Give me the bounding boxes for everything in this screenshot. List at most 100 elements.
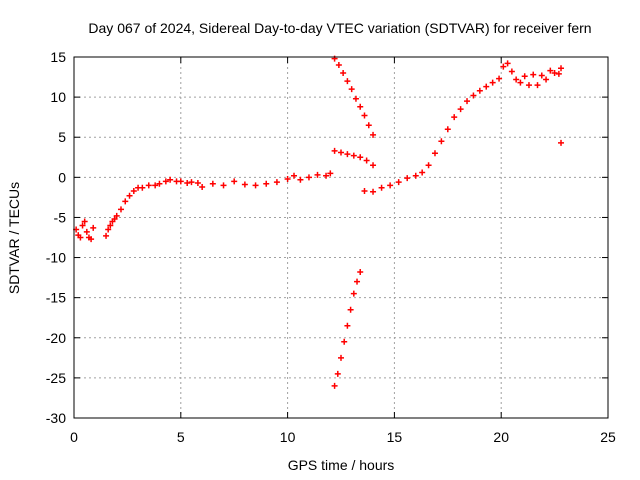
data-point — [273, 179, 280, 186]
data-series — [331, 268, 364, 389]
data-point — [111, 216, 118, 223]
y-tick-label: -10 — [46, 250, 66, 266]
data-point — [431, 150, 438, 157]
data-point — [404, 175, 411, 182]
data-point — [341, 338, 348, 345]
data-point — [241, 181, 248, 188]
data-point — [88, 236, 95, 243]
data-point — [525, 82, 532, 89]
chart-title: Day 067 of 2024, Sidereal Day-to-day VTE… — [88, 20, 591, 36]
data-point — [209, 180, 216, 187]
data-point — [177, 178, 184, 185]
data-point — [113, 212, 120, 219]
x-tick-label: 15 — [387, 429, 403, 445]
data-point — [508, 68, 515, 75]
data-point — [79, 222, 86, 229]
data-point — [470, 92, 477, 99]
data-point — [126, 192, 133, 199]
data-point — [122, 198, 129, 205]
x-tick-label: 10 — [280, 429, 296, 445]
data-point — [263, 180, 270, 187]
data-point — [357, 154, 364, 161]
data-point — [103, 232, 110, 239]
data-point — [252, 182, 259, 189]
data-point — [344, 151, 351, 158]
y-tick-label: -30 — [46, 410, 66, 426]
data-point — [363, 157, 370, 164]
data-point — [496, 75, 503, 82]
data-point — [412, 172, 419, 179]
y-tick-label: 5 — [58, 129, 66, 145]
data-point — [489, 79, 496, 86]
data-point — [530, 71, 537, 78]
data-point — [350, 152, 357, 159]
data-point — [152, 182, 159, 189]
data-point — [361, 187, 368, 194]
data-point — [504, 60, 511, 67]
data-point — [547, 67, 554, 74]
data-point — [139, 184, 146, 191]
data-point — [81, 218, 88, 225]
data-marks — [73, 55, 565, 389]
data-point — [534, 82, 541, 89]
data-point — [555, 70, 562, 77]
data-point — [167, 176, 174, 183]
data-point — [370, 162, 377, 169]
data-point — [331, 382, 338, 389]
data-point — [338, 149, 344, 156]
data-point — [538, 72, 545, 79]
data-point — [378, 184, 385, 191]
data-point — [77, 234, 84, 241]
plot-frame — [73, 56, 609, 419]
data-point — [162, 178, 169, 185]
data-point — [90, 224, 97, 231]
data-point — [457, 106, 464, 113]
data-series — [331, 55, 377, 138]
data-point — [558, 65, 565, 72]
data-point — [500, 63, 507, 70]
grid — [74, 57, 608, 418]
data-point — [357, 103, 364, 110]
data-point — [130, 187, 137, 194]
data-series — [361, 60, 565, 195]
x-axis-label: GPS time / hours — [288, 457, 395, 473]
data-point — [361, 112, 368, 119]
data-point — [370, 188, 377, 195]
data-point — [184, 179, 191, 186]
data-point — [558, 139, 565, 146]
data-point — [513, 76, 520, 83]
data-point — [419, 169, 426, 176]
data-point — [347, 306, 354, 313]
data-point — [323, 172, 330, 179]
data-point — [551, 70, 558, 77]
data-point — [348, 86, 355, 93]
data-series — [73, 170, 334, 243]
x-tick-label: 25 — [600, 429, 616, 445]
data-point — [334, 370, 341, 377]
y-tick-label: -25 — [46, 370, 66, 386]
data-point — [387, 182, 394, 189]
data-point — [291, 172, 298, 179]
x-tick-label: 0 — [70, 429, 78, 445]
data-point — [231, 178, 238, 185]
y-tick-label: 10 — [50, 89, 66, 105]
y-tick-label: -5 — [54, 209, 67, 225]
data-point — [117, 206, 124, 213]
data-point — [354, 278, 361, 285]
data-point — [350, 290, 357, 297]
data-point — [476, 87, 483, 94]
data-point — [194, 179, 201, 186]
data-point — [331, 147, 338, 154]
data-series — [331, 147, 377, 169]
x-tick-label: 20 — [493, 429, 509, 445]
y-tick-label: -15 — [46, 290, 66, 306]
data-point — [370, 131, 377, 138]
data-series — [558, 139, 565, 146]
data-point — [327, 170, 334, 177]
data-point — [543, 76, 550, 83]
data-point — [425, 162, 432, 169]
y-tick-label: -20 — [46, 330, 66, 346]
data-point — [338, 354, 344, 361]
y-axis-label: SDTVAR / TECUs — [6, 182, 22, 294]
data-point — [314, 171, 321, 178]
